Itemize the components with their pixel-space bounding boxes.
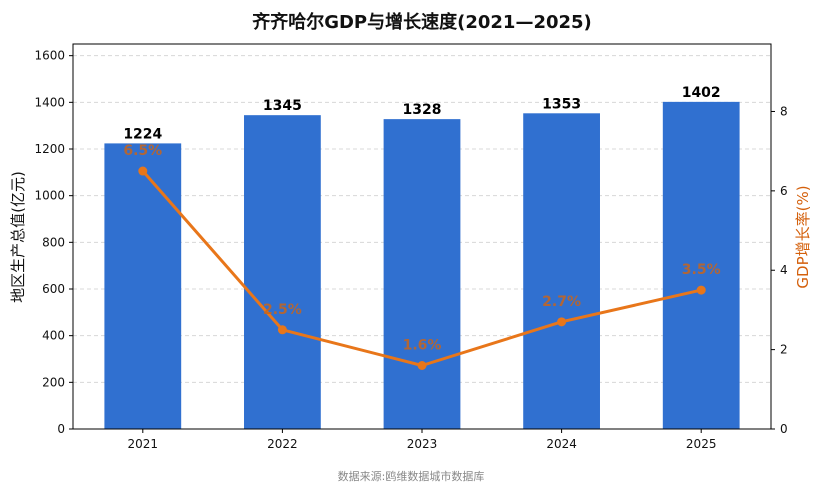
bar-value-label: 1224: [123, 126, 162, 142]
x-tick-label: 2021: [128, 437, 159, 451]
y-axis-left-label: 地区生产总值(亿元): [9, 171, 27, 303]
y-axis-right-label: GDP增长率(%): [794, 185, 812, 288]
bar-value-label: 1402: [682, 85, 721, 101]
x-tick-label: 2022: [267, 437, 298, 451]
growth-rate-point: [696, 285, 706, 295]
x-tick-label: 2023: [407, 437, 438, 451]
bar: [104, 143, 182, 429]
growth-rate-point: [557, 317, 567, 327]
x-tick-label: 2025: [686, 437, 717, 451]
y-left-tick-label: 1400: [34, 95, 65, 109]
source-note: 数据来源:鸥维数据城市数据库: [338, 469, 485, 483]
y-right-tick-label: 0: [780, 422, 788, 436]
y-left-tick-label: 1000: [34, 189, 65, 203]
y-left-tick-label: 0: [57, 422, 65, 436]
y-left-tick-label: 200: [42, 375, 65, 389]
y-left-tick-label: 1600: [34, 49, 65, 63]
bar-value-label: 1328: [403, 102, 442, 118]
growth-rate-point: [138, 166, 148, 176]
y-right-tick-label: 2: [780, 343, 788, 357]
gridlines: [73, 55, 771, 383]
bar-series: [104, 101, 740, 430]
y-right-tick-label: 4: [780, 263, 788, 277]
y-left-tick-label: 400: [42, 329, 65, 343]
bar-value-label: 1353: [542, 96, 581, 112]
growth-rate-label: 3.5%: [682, 262, 721, 278]
axes: 0 200 400 600 800 1000 1200 1400 1600 0 2 4 6 8 2021 20…: [34, 43, 788, 451]
growth-rate-series: [138, 166, 706, 370]
y-right-tick-label: 8: [780, 104, 788, 118]
x-tick-label: 2024: [546, 437, 577, 451]
bar: [244, 115, 321, 430]
bar: [662, 101, 740, 429]
growth-rate-label: 6.5%: [123, 143, 162, 159]
bar: [383, 119, 461, 429]
bar: [523, 113, 600, 430]
y-left-tick-label: 1200: [34, 142, 65, 156]
bar-value-label: 1345: [263, 98, 302, 114]
y-left-tick-label: 800: [42, 235, 65, 249]
data-labels: 1224 1345 1328 1353 1402 6.5% 2.5% 1.6% 2.7% 3.5%: [123, 85, 720, 354]
plot-frame: [72, 43, 772, 430]
growth-rate-label: 2.7%: [542, 294, 581, 310]
chart-title: 齐齐哈尔GDP与增长速度(2021—2025): [252, 11, 592, 33]
growth-rate-point: [277, 325, 287, 335]
growth-rate-point: [417, 360, 427, 370]
growth-rate-label: 2.5%: [263, 302, 302, 318]
y-right-tick-label: 6: [780, 184, 788, 198]
growth-rate-label: 1.6%: [403, 337, 442, 353]
y-left-tick-label: 600: [42, 282, 65, 296]
